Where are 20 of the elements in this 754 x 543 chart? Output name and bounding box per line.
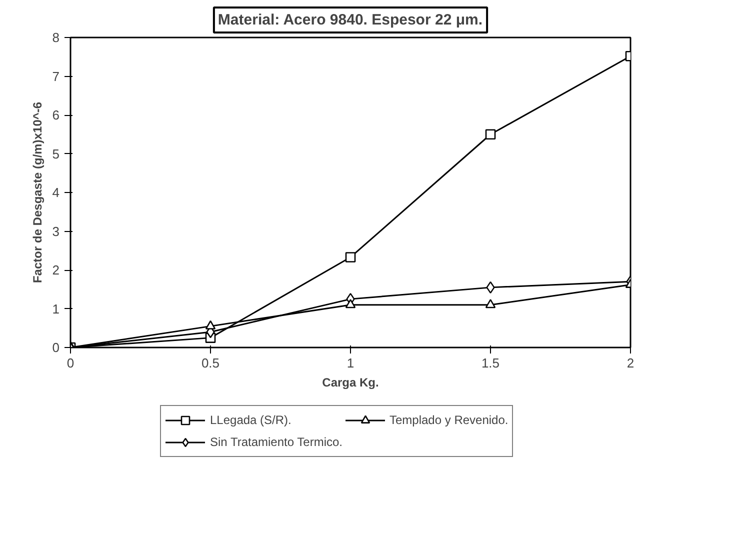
y-tick-label: 8	[52, 30, 60, 45]
legend-label: Templado y Revenido.	[390, 413, 508, 427]
y-tick-label: 7	[52, 68, 60, 84]
y-tick-label: 5	[52, 146, 60, 162]
y-tick-label: 4	[52, 185, 60, 200]
x-axis-title: Carga Kg.	[322, 376, 379, 390]
y-tick-label: 6	[52, 108, 60, 122]
x-tick-label: 1.5	[481, 356, 500, 370]
y-tick-label: 1	[52, 301, 60, 316]
y-tick-label: 2	[52, 262, 60, 278]
y-tick-label: 3	[52, 224, 60, 239]
legend-label: LLegada (S/R).	[210, 413, 292, 427]
legend-label: Sin Tratamiento Termico.	[210, 435, 342, 449]
chart-title: Material: Acero 9840. Espesor 22 μm.	[218, 12, 483, 28]
x-tick-label: 1	[346, 356, 354, 370]
y-axis-title: Factor de Desgaste (g/m)x10^-6	[30, 102, 44, 284]
x-tick-label: 0.5	[201, 356, 220, 370]
x-tick-label: 0	[66, 356, 74, 370]
y-tick-label: 0	[52, 340, 60, 355]
x-tick-label: 2	[626, 356, 634, 370]
